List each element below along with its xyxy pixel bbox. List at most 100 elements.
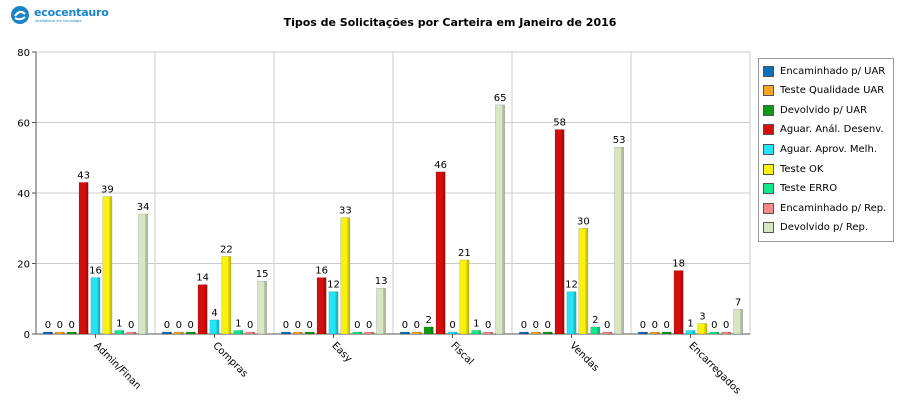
bar — [43, 331, 53, 335]
data-label: 0 — [652, 320, 658, 331]
legend-item: Encaminhado p/ Rep. — [763, 201, 886, 215]
data-label: 0 — [604, 320, 610, 331]
data-label: 2 — [426, 315, 432, 326]
data-label: 1 — [235, 318, 241, 329]
data-label: 7 — [735, 297, 741, 308]
legend-label: Encaminhado p/ Rep. — [780, 202, 887, 214]
data-label: 0 — [366, 320, 372, 331]
data-label: 2 — [592, 315, 598, 326]
data-label: 43 — [77, 170, 90, 181]
data-label: 0 — [640, 320, 646, 331]
bar-shade — [109, 196, 112, 334]
legend-item: Encaminhado p/ UAR — [763, 64, 885, 78]
data-label: 33 — [339, 206, 352, 217]
data-label: 0 — [69, 320, 75, 331]
legend-label: Devolvido p/ Rep. — [780, 222, 869, 234]
legend-swatch — [763, 85, 774, 97]
x-tick-label: Vendas — [567, 340, 600, 373]
bar — [185, 331, 196, 335]
company-logo: ecocentauro inteligência em tecnologia — [10, 4, 120, 26]
legend-swatch — [763, 163, 774, 175]
legend-item: Teste OK — [763, 162, 823, 176]
bar — [66, 331, 77, 335]
bar-shade — [61, 332, 65, 334]
data-label: 46 — [434, 160, 447, 171]
x-tick-label: Compras — [210, 340, 249, 379]
y-tick-label: 60 — [17, 119, 30, 130]
legend-item: Devolvido p/ Rep. — [763, 221, 868, 235]
x-tick-label: Fiscal — [448, 340, 475, 367]
bar-shade — [728, 332, 731, 334]
bar — [435, 171, 446, 335]
chart-title: Tipos de Solicitações por Carteira em Ja… — [283, 16, 617, 29]
bar-shade — [561, 129, 565, 334]
legend-item: Teste Qualidade UAR — [763, 84, 884, 98]
data-label: 0 — [164, 320, 170, 331]
legend-label: Teste Qualidade UAR — [780, 85, 885, 97]
bar-shade — [359, 332, 362, 334]
bar — [495, 104, 505, 335]
bar-shade — [264, 281, 267, 334]
bar-shade — [573, 291, 577, 334]
y-tick-label: 80 — [17, 48, 30, 59]
bar — [78, 182, 89, 335]
data-label: 0 — [723, 320, 729, 331]
bar — [364, 331, 375, 335]
bar — [459, 259, 470, 335]
data-label: 0 — [295, 320, 301, 331]
bar-shade — [371, 332, 374, 334]
data-label: 0 — [307, 320, 313, 331]
bar — [661, 331, 672, 335]
bar — [673, 270, 684, 335]
data-label: 0 — [533, 320, 539, 331]
legend-swatch — [763, 143, 774, 155]
bar — [542, 331, 553, 335]
bar — [257, 280, 267, 335]
legend-label: Aguar. Aprov. Melh. — [780, 143, 877, 155]
bar-shade — [704, 323, 707, 334]
bar — [292, 331, 303, 335]
bar — [471, 330, 482, 335]
bar-shade — [526, 332, 529, 334]
bar-shade — [169, 332, 172, 334]
bar-shade — [454, 332, 458, 334]
legend-label: Aguar. Anál. Desenv. — [780, 124, 884, 136]
data-label: 30 — [577, 216, 590, 227]
bar-shade — [740, 309, 743, 334]
bar-shade — [466, 259, 469, 334]
y-tick-label: 0 — [24, 330, 30, 341]
bar-shade — [680, 270, 684, 334]
bar — [138, 213, 148, 335]
bar-shade — [180, 332, 184, 334]
bar — [554, 129, 565, 335]
bar-shade — [335, 291, 339, 334]
legend-label: Encaminhado p/ UAR — [780, 65, 886, 77]
bar-shade — [609, 332, 612, 334]
data-label: 0 — [176, 320, 182, 331]
logo-mark-icon — [11, 6, 29, 24]
bar — [173, 331, 184, 335]
x-tick-label: Admin/Finan — [91, 340, 143, 392]
bar — [483, 331, 494, 335]
bar-shade — [204, 284, 208, 334]
bar-shade — [478, 330, 481, 334]
legend-swatch — [763, 124, 774, 136]
data-label: 0 — [128, 320, 134, 331]
bar — [197, 284, 208, 335]
bar — [304, 331, 315, 335]
bar-shade — [668, 332, 672, 334]
bar-shade — [716, 332, 719, 334]
bar-shade — [585, 228, 588, 334]
bar-shade — [85, 182, 89, 334]
bar-shade — [418, 332, 422, 334]
bar-shade — [240, 330, 243, 334]
bar-shade — [311, 332, 315, 334]
data-label: 0 — [354, 320, 360, 331]
legend-item: Devolvido p/ UAR — [763, 103, 867, 117]
data-label: 12 — [327, 280, 340, 291]
bar-shade — [299, 332, 303, 334]
bar-shade — [73, 332, 77, 334]
bar — [530, 331, 541, 335]
data-label: 16 — [89, 266, 102, 277]
